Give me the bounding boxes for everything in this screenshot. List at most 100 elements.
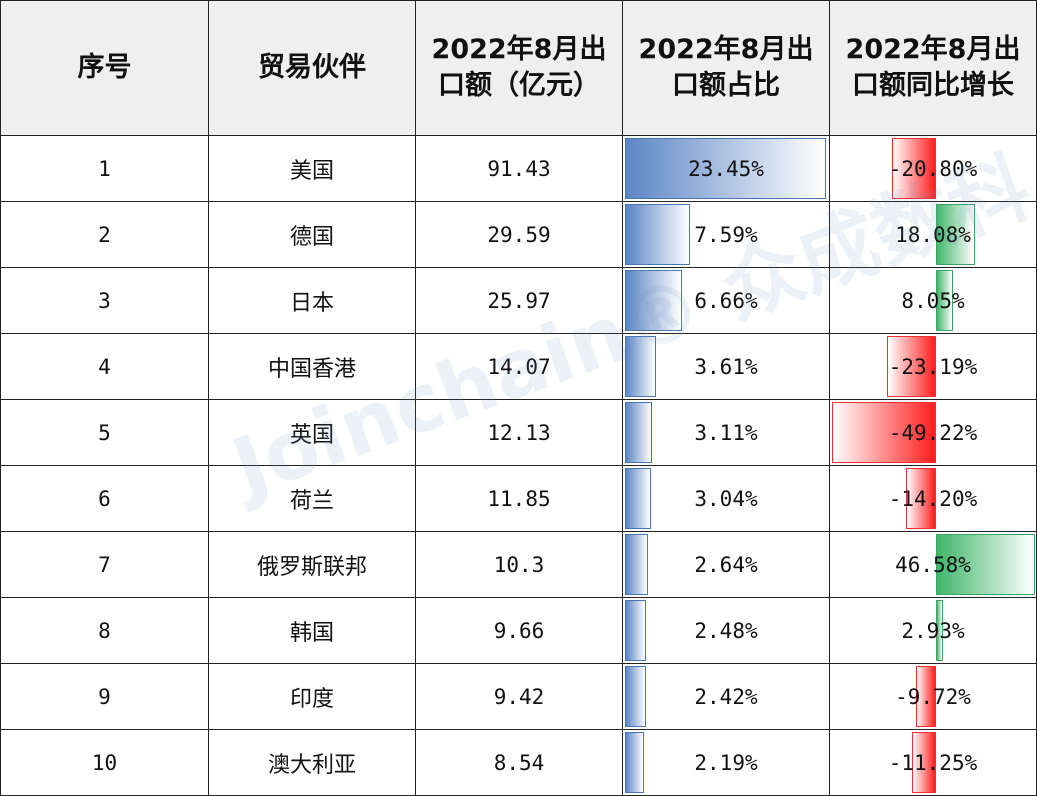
index-cell: 10 xyxy=(0,729,209,796)
index-cell: 3 xyxy=(0,267,209,334)
yoy-negative-bar xyxy=(832,402,937,463)
yoy-cell-text: -14.20% xyxy=(888,486,978,511)
export-value-cell-text: 14.07 xyxy=(487,354,551,379)
table-row: 8 韩国 9.66 2.48% 2.93% xyxy=(0,597,1037,664)
yoy-negative-bar xyxy=(912,732,937,793)
yoy-negative-bar xyxy=(915,666,937,727)
partner-cell-text: 中国香港 xyxy=(267,356,356,382)
index-cell-text: 9 xyxy=(98,684,111,709)
index-cell-text: 1 xyxy=(98,156,111,181)
table-row: 2 德国 29.59 7.59% 18.08% xyxy=(0,201,1037,268)
export-value-cell-text: 9.66 xyxy=(493,618,545,643)
yoy-positive-bar xyxy=(936,600,943,661)
share-cell-text: 2.48% xyxy=(694,618,758,643)
yoy-cell-text: -9.72% xyxy=(895,684,971,709)
index-cell-text: 7 xyxy=(98,552,111,577)
export-value-cell: 9.42 xyxy=(415,663,623,730)
table-body: 1 美国 91.43 23.45% -20.80% 2 德国 29.59 7.59% 18.08%… xyxy=(0,135,1037,796)
yoy-cell: 46.58% xyxy=(829,531,1037,598)
export-value-cell: 9.66 xyxy=(415,597,623,664)
export-value-cell: 14.07 xyxy=(415,333,623,400)
partner-cell: 日本 xyxy=(208,267,416,334)
share-cell-text: 2.64% xyxy=(694,552,758,577)
header-yoy: 2022年8月出口额同比增长 xyxy=(829,0,1037,136)
yoy-cell: 18.08% xyxy=(829,201,1037,268)
partner-cell-text: 韩国 xyxy=(289,620,334,646)
partner-cell: 英国 xyxy=(208,399,416,466)
partner-cell: 中国香港 xyxy=(208,333,416,400)
yoy-cell-text: -49.22% xyxy=(888,420,978,445)
table-row: 7 俄罗斯联邦 10.3 2.64% 46.58% xyxy=(0,531,1037,598)
index-cell-text: 2 xyxy=(98,222,111,247)
yoy-cell: -14.20% xyxy=(829,465,1037,532)
partner-cell: 韩国 xyxy=(208,597,416,664)
partner-cell-text: 俄罗斯联邦 xyxy=(256,554,367,580)
partner-cell-text: 美国 xyxy=(289,158,334,184)
export-value-cell: 10.3 xyxy=(415,531,623,598)
header-share: 2022年8月出口额占比 xyxy=(622,0,830,136)
share-bar xyxy=(625,336,656,397)
export-value-cell-text: 25.97 xyxy=(487,288,551,313)
share-cell-text: 23.45% xyxy=(688,156,764,181)
share-cell-text: 3.04% xyxy=(694,486,758,511)
yoy-positive-bar xyxy=(936,270,954,331)
index-cell: 7 xyxy=(0,531,209,598)
index-cell: 2 xyxy=(0,201,209,268)
yoy-cell-text: -11.25% xyxy=(888,750,978,775)
share-cell-text: 7.59% xyxy=(694,222,758,247)
share-cell-text: 2.42% xyxy=(694,684,758,709)
share-bar xyxy=(625,138,826,199)
partner-cell-text: 日本 xyxy=(289,290,334,316)
index-cell: 8 xyxy=(0,597,209,664)
yoy-cell: -49.22% xyxy=(829,399,1037,466)
export-value-cell: 29.59 xyxy=(415,201,623,268)
index-cell-text: 3 xyxy=(98,288,111,313)
share-cell: 6.66% xyxy=(622,267,830,334)
table-row: 6 荷兰 11.85 3.04% -14.20% xyxy=(0,465,1037,532)
index-cell: 1 xyxy=(0,135,209,202)
yoy-positive-bar xyxy=(936,204,975,265)
export-value-cell-text: 12.13 xyxy=(487,420,551,445)
export-value-cell-text: 29.59 xyxy=(487,222,551,247)
yoy-cell: 8.05% xyxy=(829,267,1037,334)
yoy-negative-bar xyxy=(906,468,937,529)
share-cell: 2.48% xyxy=(622,597,830,664)
export-value-cell-text: 9.42 xyxy=(493,684,545,709)
header-index: 序号 xyxy=(0,0,209,136)
partner-cell-text: 德国 xyxy=(289,224,334,250)
export-value-cell: 11.85 xyxy=(415,465,623,532)
yoy-positive-bar xyxy=(936,534,1035,595)
partner-cell: 澳大利亚 xyxy=(208,729,416,796)
index-cell-text: 8 xyxy=(98,618,111,643)
index-cell: 6 xyxy=(0,465,209,532)
export-value-cell-text: 8.54 xyxy=(493,750,545,775)
share-cell: 3.61% xyxy=(622,333,830,400)
partner-cell: 德国 xyxy=(208,201,416,268)
export-value-cell: 91.43 xyxy=(415,135,623,202)
partner-cell-text: 澳大利亚 xyxy=(267,752,356,778)
index-cell-text: 6 xyxy=(98,486,111,511)
export-value-cell: 25.97 xyxy=(415,267,623,334)
share-bar xyxy=(625,534,648,595)
header-export-value: 2022年8月出口额（亿元） xyxy=(415,0,623,136)
share-bar xyxy=(625,666,646,727)
share-bar xyxy=(625,600,647,661)
yoy-cell: -9.72% xyxy=(829,663,1037,730)
yoy-cell: 2.93% xyxy=(829,597,1037,664)
share-cell-text: 3.61% xyxy=(694,354,758,379)
share-cell: 2.19% xyxy=(622,729,830,796)
partner-cell: 印度 xyxy=(208,663,416,730)
share-cell: 7.59% xyxy=(622,201,830,268)
share-cell: 2.42% xyxy=(622,663,830,730)
table-row: 10 澳大利亚 8.54 2.19% -11.25% xyxy=(0,729,1037,796)
share-bar xyxy=(625,270,683,331)
yoy-negative-bar xyxy=(887,336,937,397)
table-row: 4 中国香港 14.07 3.61% -23.19% xyxy=(0,333,1037,400)
table-row: 3 日本 25.97 6.66% 8.05% xyxy=(0,267,1037,334)
yoy-cell-text: 18.08% xyxy=(895,222,971,247)
share-cell: 3.04% xyxy=(622,465,830,532)
yoy-negative-bar xyxy=(892,138,937,199)
export-value-cell-text: 91.43 xyxy=(487,156,551,181)
share-bar xyxy=(625,204,691,265)
share-bar xyxy=(625,468,652,529)
